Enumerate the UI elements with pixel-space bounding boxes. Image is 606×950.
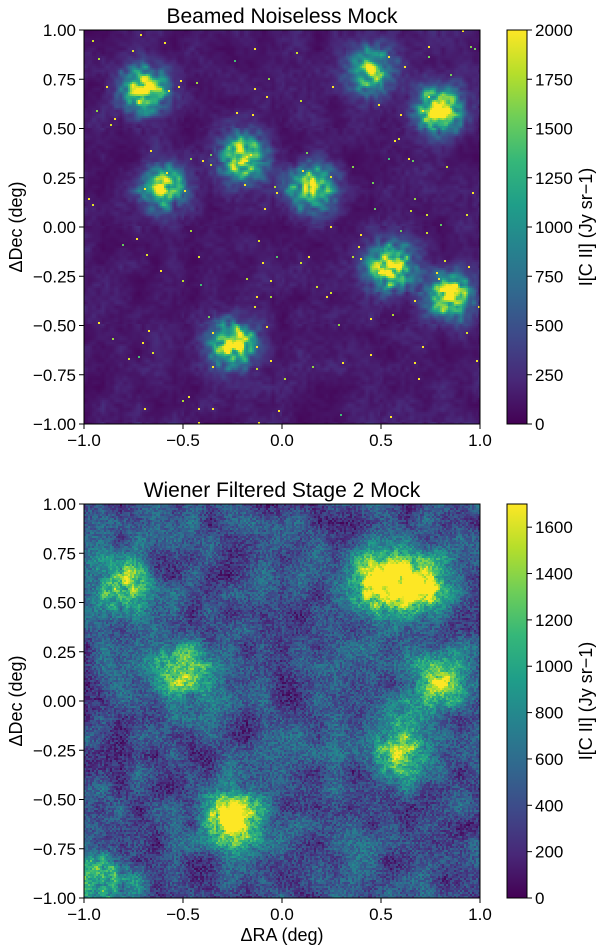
y-tick-label: 1.00 — [43, 495, 76, 514]
x-tick-label: 0.0 — [270, 905, 294, 924]
colorbar-tick-label: 2000 — [535, 21, 573, 40]
colorbar-tick-label: 250 — [535, 366, 563, 385]
y-axis-label: ΔDec (deg) — [6, 181, 26, 272]
y-tick-label: 0.00 — [43, 218, 76, 237]
y-tick-label: 1.00 — [43, 21, 76, 40]
x-tick-label: −1.0 — [67, 431, 101, 450]
y-tick-label: −0.50 — [33, 317, 76, 336]
x-axis: −1.0 −0.5 0.0 0.5 1.0 — [67, 898, 492, 924]
colorbar — [506, 503, 528, 899]
y-tick-label: −0.25 — [33, 267, 76, 286]
y-tick-label: 0.25 — [43, 169, 76, 188]
x-tick-label: 0.0 — [270, 431, 294, 450]
colorbar-tick-label: 1750 — [535, 70, 573, 89]
y-tick-label: −0.75 — [33, 366, 76, 385]
colorbar-tick-label: 800 — [535, 704, 563, 723]
y-tick-label: −0.25 — [33, 741, 76, 760]
colorbar-tick-label: 400 — [535, 796, 563, 815]
y-axis: 1.00 0.75 0.50 0.25 0.00 −0.25 −0.50 −0.75 −1.00 — [33, 21, 84, 434]
colorbar-tick-label: 0 — [535, 889, 544, 908]
colorbar-tick-label: 1600 — [535, 518, 573, 537]
x-tick-label: 0.5 — [369, 905, 393, 924]
x-tick-label: 1.0 — [468, 905, 492, 924]
colorbar-axis: 1600 1400 1200 1000 800 600 400 200 0 — [527, 518, 573, 908]
colorbar-tick-label: 1000 — [535, 218, 573, 237]
colorbar-tick-label: 1250 — [535, 169, 573, 188]
colorbar-tick-label: 1400 — [535, 565, 573, 584]
colorbar-label: I[C II] (Jy sr−1) — [576, 642, 596, 761]
panel-wiener-filtered-stage-2-mock: Wiener Filtered Stage 2 Mock 1.000.750.5… — [6, 479, 596, 945]
heatmap-image — [84, 30, 480, 424]
colorbar-tick-label: 600 — [535, 750, 563, 769]
colorbar-axis: 2000 1750 1500 1250 1000 750 500 250 0 — [527, 21, 573, 434]
y-tick-label: −1.00 — [33, 889, 76, 908]
x-tick-label: −0.5 — [166, 905, 200, 924]
y-tick-label: −0.75 — [33, 840, 76, 859]
colorbar-tick-label: 1200 — [535, 611, 573, 630]
colorbar-tick-label: 750 — [535, 267, 563, 286]
y-tick-label: 0.50 — [43, 120, 76, 139]
colorbar-tick-label: 500 — [535, 317, 563, 336]
y-tick-label: 0.75 — [43, 70, 76, 89]
y-tick-label: −1.00 — [33, 415, 76, 434]
heatmap-image — [84, 504, 480, 898]
colorbar-label-text: I[C II] (Jy sr−1) — [576, 168, 596, 287]
x-tick-label: −1.0 — [67, 905, 101, 924]
x-tick-label: 1.0 — [468, 431, 492, 450]
colorbar-tick-label: 1500 — [535, 120, 573, 139]
y-axis-label: ΔDec (deg) — [6, 655, 26, 746]
y-tick-label: −0.50 — [33, 791, 76, 810]
y-tick-label: 0.75 — [43, 544, 76, 563]
panel-title: Beamed Noiseless Mock — [166, 5, 398, 28]
x-tick-label: 0.5 — [369, 431, 393, 450]
colorbar — [506, 29, 528, 425]
heatmap-image-frame — [84, 504, 480, 898]
colorbar-tick-label: 200 — [535, 843, 563, 862]
colorbar-label-text: I[C II] (Jy sr−1) — [576, 642, 596, 761]
x-tick-label: −0.5 — [166, 431, 200, 450]
y-tick-label: 0.25 — [43, 643, 76, 662]
y-tick-label: 0.50 — [43, 594, 76, 613]
x-axis: −1.0 −0.5 0.0 0.5 1.0 — [67, 424, 492, 450]
colorbar-tick-label: 1000 — [535, 657, 573, 676]
x-axis-label: ΔRA (deg) — [240, 925, 323, 945]
y-axis: 1.00 0.75 0.50 0.25 0.00 −0.25 −0.50 −0.75 −1.00 — [33, 495, 84, 908]
colorbar-tick-label: 0 — [535, 415, 544, 434]
colorbar-label: I[C II] (Jy sr−1) — [576, 168, 596, 287]
heatmap-image-frame — [84, 30, 480, 424]
panel-title: Wiener Filtered Stage 2 Mock — [144, 479, 421, 502]
y-tick-label: 0.00 — [43, 692, 76, 711]
panel-beamed-noiseless-mock: Beamed Noiseless Mock 1.000.750.500.250.… — [6, 5, 596, 450]
